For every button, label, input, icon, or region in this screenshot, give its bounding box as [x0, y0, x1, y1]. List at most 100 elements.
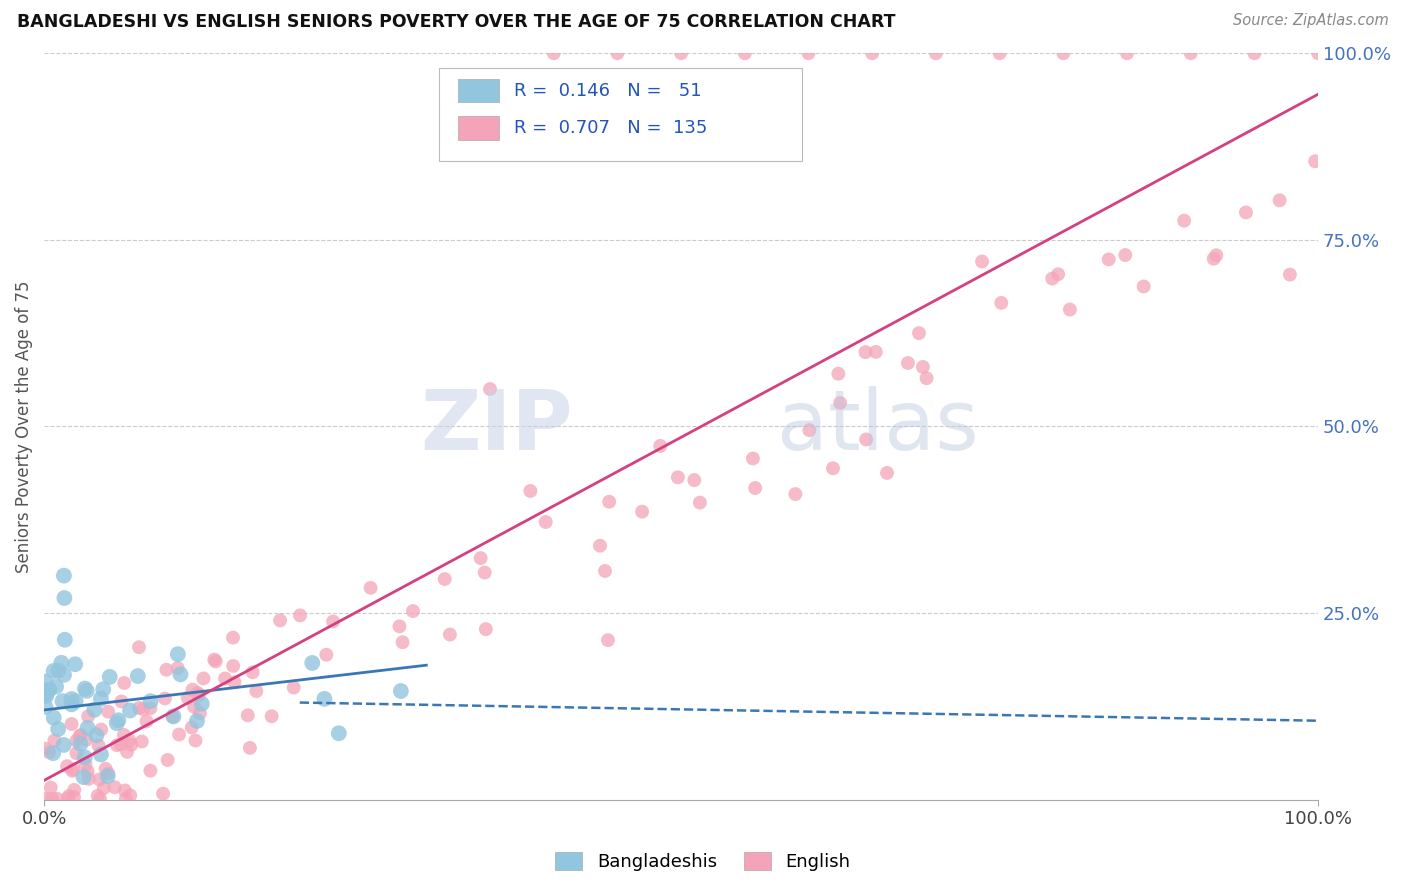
Point: [63, 657, 86, 672]
Point: [322, 615, 344, 629]
Point: [391, 635, 413, 649]
Point: [474, 566, 496, 580]
Point: [990, 296, 1012, 310]
Point: [42, 711, 65, 725]
Point: [1040, 271, 1063, 285]
Point: [90, 691, 112, 706]
Point: [75, 757, 97, 772]
Point: [1052, 46, 1074, 61]
Point: [167, 647, 190, 661]
FancyBboxPatch shape: [458, 116, 499, 140]
Point: [34, 791, 56, 805]
Point: [301, 656, 323, 670]
Point: [34, 700, 56, 714]
Point: [162, 709, 184, 723]
Point: [191, 697, 214, 711]
Point: [76, 683, 98, 698]
Point: [90, 723, 112, 737]
Text: BANGLADESHI VS ENGLISH SENIORS POVERTY OVER THE AGE OF 75 CORRELATION CHART: BANGLADESHI VS ENGLISH SENIORS POVERTY O…: [17, 13, 896, 31]
Point: [1268, 194, 1291, 208]
Point: [202, 652, 225, 666]
Point: [139, 701, 162, 715]
Point: [534, 515, 557, 529]
Point: [970, 254, 993, 268]
Point: [1180, 46, 1202, 61]
Point: [72, 770, 94, 784]
Point: [631, 505, 654, 519]
Y-axis label: Seniors Poverty Over the Age of 75: Seniors Poverty Over the Age of 75: [15, 280, 32, 573]
Point: [479, 382, 502, 396]
Point: [242, 665, 264, 680]
Point: [46, 722, 69, 736]
Point: [65, 746, 87, 760]
Point: [222, 659, 245, 673]
Point: [86, 728, 108, 742]
Point: [86, 789, 108, 803]
Text: Source: ZipAtlas.com: Source: ZipAtlas.com: [1233, 13, 1389, 29]
Point: [166, 661, 188, 675]
Point: [69, 737, 91, 751]
Point: [1234, 205, 1257, 219]
Point: [669, 46, 692, 61]
Point: [51, 656, 73, 670]
Point: [75, 732, 97, 747]
Point: [118, 733, 141, 747]
Point: [1098, 252, 1121, 267]
Point: [260, 709, 283, 723]
Point: [53, 591, 76, 605]
Point: [908, 326, 931, 340]
Point: [34, 686, 56, 700]
Point: [114, 783, 136, 797]
Point: [389, 684, 412, 698]
Point: [865, 344, 887, 359]
Point: [53, 632, 76, 647]
Point: [543, 46, 565, 61]
Point: [666, 470, 689, 484]
Point: [110, 694, 132, 708]
Point: [1047, 267, 1070, 281]
Point: [69, 729, 91, 743]
Point: [315, 648, 337, 662]
Point: [98, 670, 121, 684]
Point: [821, 461, 844, 475]
Point: [39, 780, 62, 795]
Point: [53, 667, 76, 681]
Point: [288, 608, 311, 623]
Point: [35, 689, 58, 703]
Point: [46, 791, 69, 805]
Point: [1173, 213, 1195, 227]
Point: [855, 345, 877, 359]
Point: [155, 663, 177, 677]
Point: [58, 789, 80, 803]
Point: [38, 745, 60, 759]
Point: [188, 706, 211, 721]
Point: [93, 781, 115, 796]
Point: [156, 753, 179, 767]
Point: [224, 675, 246, 690]
Text: atlas: atlas: [776, 386, 979, 467]
Point: [38, 682, 60, 697]
Point: [41, 791, 63, 805]
Point: [62, 762, 84, 776]
Point: [915, 371, 938, 385]
Point: [744, 481, 766, 495]
Point: [118, 704, 141, 718]
Point: [1278, 268, 1301, 282]
Point: [186, 714, 208, 728]
Point: [46, 664, 69, 678]
Point: [214, 672, 236, 686]
Point: [110, 737, 132, 751]
Point: [89, 791, 111, 805]
Point: [183, 699, 205, 714]
Point: [1308, 46, 1330, 61]
FancyBboxPatch shape: [458, 78, 499, 103]
Point: [176, 690, 198, 705]
Point: [897, 356, 920, 370]
Point: [598, 494, 620, 508]
Point: [152, 787, 174, 801]
Point: [115, 791, 138, 805]
Point: [988, 46, 1011, 61]
Point: [44, 733, 66, 747]
Point: [104, 780, 127, 795]
Point: [128, 640, 150, 655]
